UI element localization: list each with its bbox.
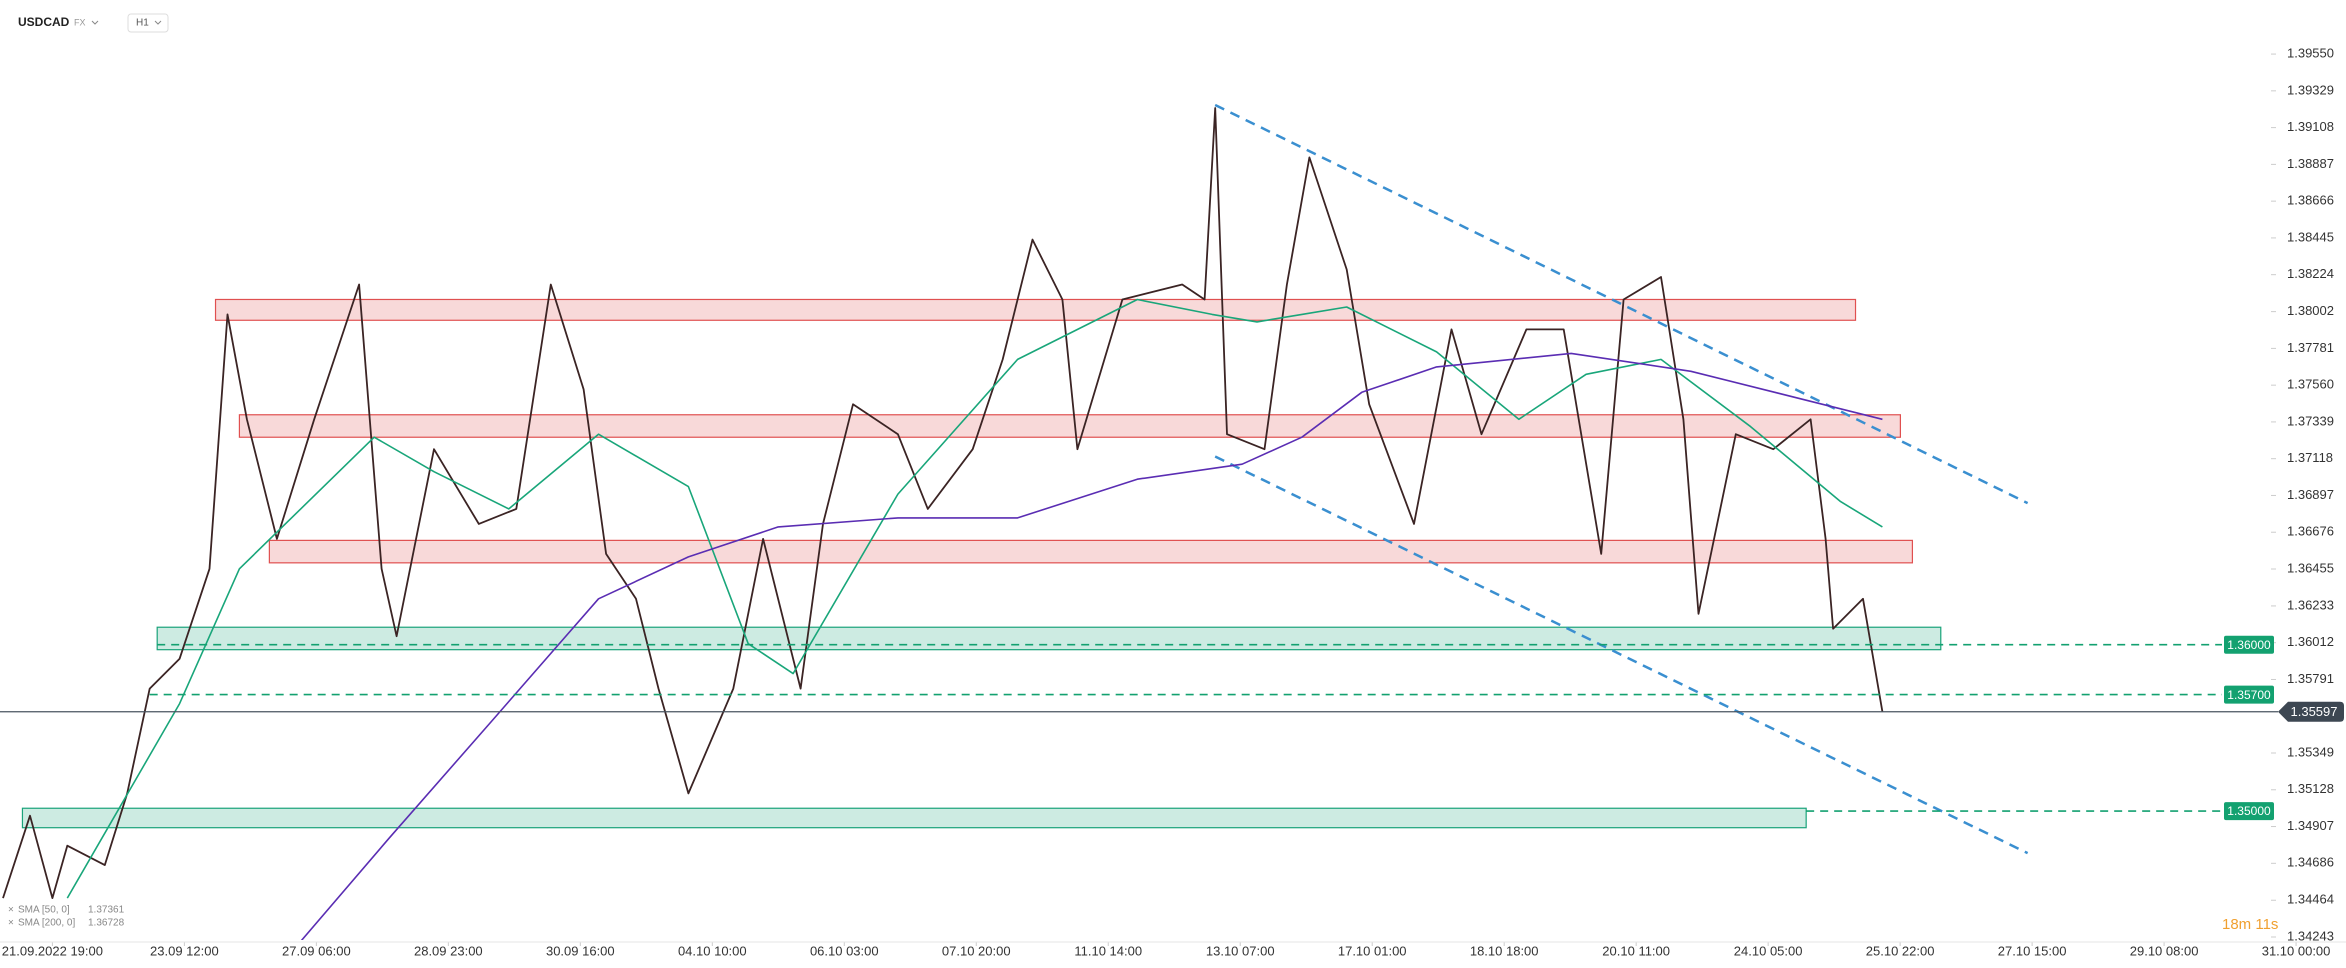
legend-name: SMA [200, 0] [18,918,75,929]
zone [214,298,1857,321]
y-tick-label: 1.39108 [2287,119,2334,134]
level-label: 1.35700 [2227,688,2271,702]
level-label-box [2224,685,2274,704]
x-tick-label: 04.10 10:00 [678,943,747,958]
market: FX [74,17,86,27]
y-tick-label: 1.37118 [2287,450,2333,465]
interval[interactable]: H1 [136,18,149,29]
toolbar: USDCAD FX H1 [18,13,169,33]
level-label-box [2224,635,2274,654]
x-tick-label: 06.10 03:00 [810,943,879,958]
x-tick-label: 30.09 16:00 [546,943,615,958]
x-tick-label: 25.10 22:00 [1866,943,1935,958]
trendline [1214,455,2029,855]
zone [238,414,1901,438]
y-tick-label: 1.34907 [2287,818,2334,833]
plot [2,103,2029,940]
level-label-box [2224,802,2274,821]
level-label: 1.35000 [2227,804,2271,818]
x-tick-label: 13.10 07:00 [1206,943,1275,958]
legend: × SMA [50, 0] 1.37361 × SMA [200, 0] 1.36728 [8,905,125,929]
y-tick-label: 1.36233 [2287,597,2334,612]
current-price-box [2278,701,2344,722]
legend-value: 1.36728 [88,918,125,929]
y-tick-label: 1.39329 [2287,82,2334,97]
x-tick-label: 07.10 20:00 [942,943,1011,958]
y-tick-label: 1.36455 [2287,560,2334,575]
bar-timer: 18m 11s [2222,916,2278,933]
y-tick-label: 1.38445 [2287,229,2334,244]
x-tick-label: 24.10 05:00 [1734,943,1803,958]
zones [21,298,1942,829]
y-tick-label: 1.37339 [2287,413,2334,428]
y-tick-label: 1.37560 [2287,377,2334,392]
x-tick-label: 21.09.2022 19:00 [2,943,103,958]
x-tick-label: 20.10 11:00 [1602,943,1670,958]
zone [268,539,1914,564]
x-tick-label: 29.10 08:00 [2130,943,2199,958]
y-tick-label: 1.38224 [2287,266,2334,281]
legend-value: 1.37361 [88,905,125,916]
symbol[interactable]: USDCAD [18,15,70,29]
series-line [300,352,1883,940]
y-tick-label: 1.39550 [2287,46,2334,61]
legend-name: SMA [50, 0] [18,905,70,916]
zone [156,626,1942,651]
series-line [66,298,1883,899]
x-tick-label: 23.09 12:00 [150,943,219,958]
y-tick-label: 1.34686 [2287,855,2334,870]
x-tick-label: 27.09 06:00 [282,943,351,958]
legend-close-icon: × [8,905,14,916]
y-tick-label: 1.35791 [2287,671,2334,686]
legend-close-icon: × [8,918,14,929]
y-tick-label: 1.35349 [2287,744,2334,759]
dropdown-icon[interactable] [91,20,99,25]
y-tick-label: 1.36012 [2287,634,2334,649]
y-tick-label: 1.35128 [2287,781,2334,796]
zone [21,807,1807,829]
y-tick-label: 1.38002 [2287,303,2334,318]
y-tick-label: 1.36676 [2287,524,2334,539]
dropdown-icon[interactable] [154,20,162,25]
level-label: 1.36000 [2227,638,2271,652]
x-tick-label: 18.10 18:00 [1470,943,1539,958]
series-line [2,107,1884,899]
y-tick-label: 1.34243 [2287,928,2334,943]
y-tick-label: 1.38666 [2287,193,2334,208]
interval-button[interactable] [127,13,169,33]
y-tick-label: 1.37781 [2287,340,2334,355]
y-tick-label: 1.36897 [2287,487,2334,502]
y-tick-label: 1.38887 [2287,156,2334,171]
x-tick-label: 17.10 01:00 [1338,943,1407,958]
current-price-label: 1.35597 [2291,704,2338,719]
y-tick-label: 1.34464 [2287,892,2334,907]
x-tick-label: 27.10 15:00 [1998,943,2067,958]
x-tick-label: 31.10 00:00 [2262,943,2331,958]
trendline [1214,103,2029,505]
x-tick-label: 28.09 23:00 [414,943,483,958]
x-tick-label: 11.10 14:00 [1074,943,1142,958]
axes: 1.39550 1.39329 1.39108 1.38887 1.38666 1.384… [2,46,2334,959]
